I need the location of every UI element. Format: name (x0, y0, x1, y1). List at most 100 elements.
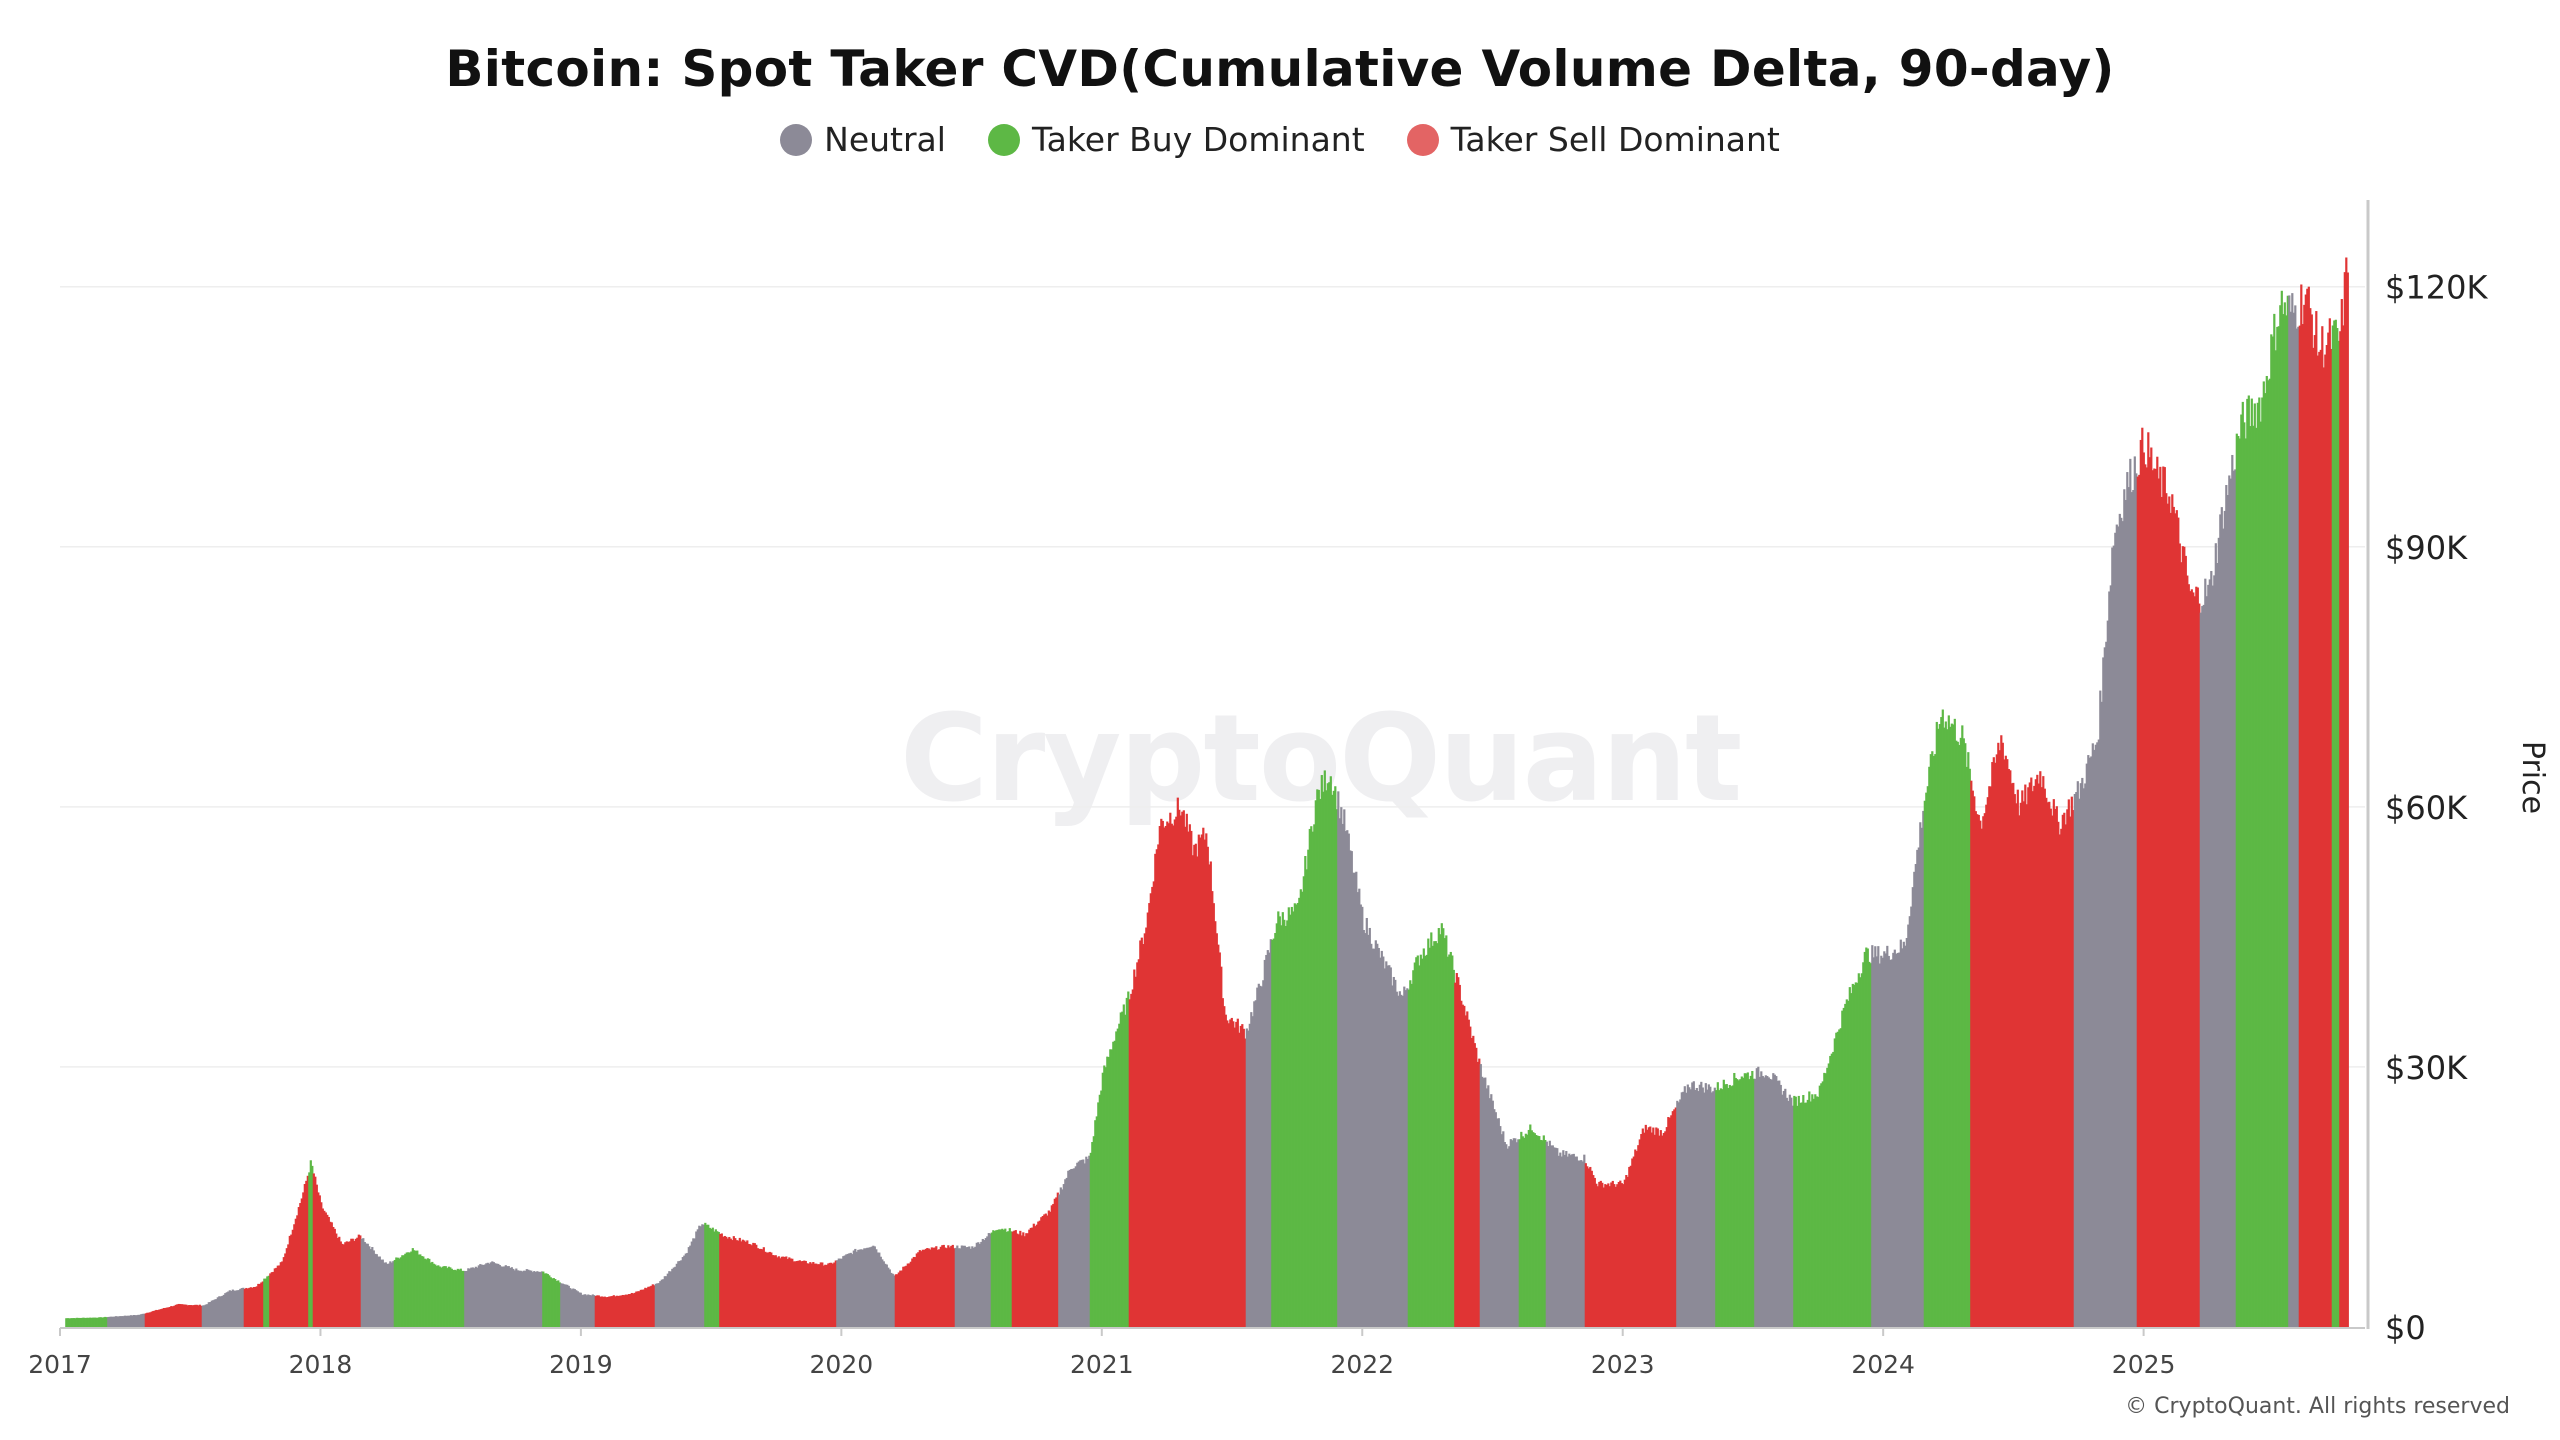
price-bar (881, 1259, 884, 1327)
price-bar (470, 1267, 473, 1327)
price-bar (762, 1247, 765, 1327)
price-bar (1760, 1071, 1763, 1327)
price-bar (1650, 1132, 1653, 1327)
price-bar (402, 1255, 405, 1327)
price-bar (1679, 1099, 1682, 1327)
price-bar (1824, 1073, 1827, 1327)
price-bar (2244, 438, 2247, 1328)
price-bar (1523, 1137, 1526, 1327)
price-bar (816, 1264, 819, 1327)
price-bar (884, 1263, 887, 1327)
price-bar (105, 1317, 108, 1327)
price-bar (896, 1274, 899, 1327)
price-bar (1103, 1065, 1106, 1327)
price-bar (1817, 1096, 1820, 1327)
price-bar (1833, 1038, 1836, 1327)
price-bar (1922, 810, 1925, 1327)
price-bar (291, 1229, 294, 1327)
price-bar (1590, 1170, 1593, 1327)
price-bar (1226, 1020, 1229, 1327)
price-bar (597, 1295, 600, 1327)
price-bar (240, 1288, 243, 1327)
price-bar (492, 1262, 495, 1327)
price-bar (192, 1305, 195, 1327)
price-bar (440, 1267, 443, 1327)
price-bar (1859, 977, 1862, 1327)
price-bar (1775, 1076, 1778, 1327)
price-bar (893, 1275, 896, 1327)
price-bar (1740, 1076, 1743, 1327)
price-bar (1466, 1011, 1469, 1327)
price-bar (2063, 812, 2066, 1327)
price-bar (153, 1310, 156, 1327)
price-bar (1983, 813, 1986, 1327)
price-bar (645, 1288, 648, 1327)
price-bar (290, 1234, 293, 1327)
price-bar (2058, 834, 2061, 1327)
price-bar (107, 1316, 110, 1327)
price-bar (1352, 872, 1355, 1327)
price-bar (1185, 813, 1188, 1327)
price-bar (1316, 789, 1319, 1327)
price-bar (885, 1264, 888, 1327)
price-bar (2079, 783, 2082, 1327)
price-bar (1890, 959, 1893, 1327)
price-bar (467, 1268, 470, 1327)
price-bar (1910, 906, 1913, 1327)
price-bar (1287, 907, 1290, 1327)
price-bar (1731, 1085, 1734, 1327)
price-bar (2303, 304, 2306, 1328)
price-bar (465, 1270, 468, 1327)
legend-item-sell[interactable]: Taker Sell Dominant (1406, 120, 1780, 159)
price-bar (2298, 325, 2301, 1327)
price-bar (2001, 742, 2004, 1327)
price-bar (581, 1294, 584, 1327)
price-bar (2267, 380, 2270, 1327)
price-bar (1409, 980, 1412, 1327)
price-bar (1728, 1084, 1731, 1327)
price-bar (1223, 1006, 1226, 1327)
price-bar (2304, 294, 2307, 1327)
price-bar (1998, 750, 2001, 1327)
price-bar (1262, 980, 1265, 1327)
price-bar (740, 1241, 743, 1327)
price-bar (683, 1255, 686, 1327)
price-bar (234, 1290, 237, 1327)
price-bar (335, 1233, 338, 1327)
price-bar (1902, 941, 1905, 1327)
price-bar (1008, 1228, 1011, 1327)
price-bar (1623, 1179, 1626, 1327)
price-bar (1113, 1040, 1116, 1327)
price-bar (942, 1244, 945, 1327)
price-bar (1968, 768, 1971, 1327)
price-bar (2235, 433, 2238, 1327)
price-bar (375, 1254, 378, 1327)
x-tick-label: 2020 (810, 1350, 874, 1379)
price-bar (284, 1253, 287, 1327)
price-bar (753, 1243, 756, 1327)
price-bar (1640, 1134, 1643, 1327)
legend-item-buy[interactable]: Taker Buy Dominant (987, 120, 1365, 159)
price-bar (224, 1293, 227, 1327)
y-axis-title: Price (2515, 740, 2551, 815)
price-bar (1826, 1067, 1829, 1327)
price-bar (1646, 1129, 1649, 1327)
price-bar (413, 1250, 416, 1327)
legend-item-neutral[interactable]: Neutral (780, 120, 946, 159)
price-bar (1980, 828, 1983, 1327)
price-bar (1803, 1102, 1806, 1327)
price-bar (1652, 1127, 1655, 1327)
price-bar (426, 1258, 429, 1327)
price-bar (1211, 891, 1214, 1327)
price-bar (126, 1315, 129, 1327)
price-bar (2084, 783, 2087, 1327)
price-bar (248, 1287, 251, 1327)
price-bar (507, 1266, 510, 1327)
price-bar (1836, 1031, 1839, 1327)
price-bar (1542, 1135, 1545, 1327)
price-bar (699, 1226, 702, 1327)
price-bar (171, 1306, 174, 1327)
price-bar (1046, 1215, 1049, 1327)
price-bar (1436, 943, 1439, 1327)
price-bar (1086, 1158, 1089, 1327)
